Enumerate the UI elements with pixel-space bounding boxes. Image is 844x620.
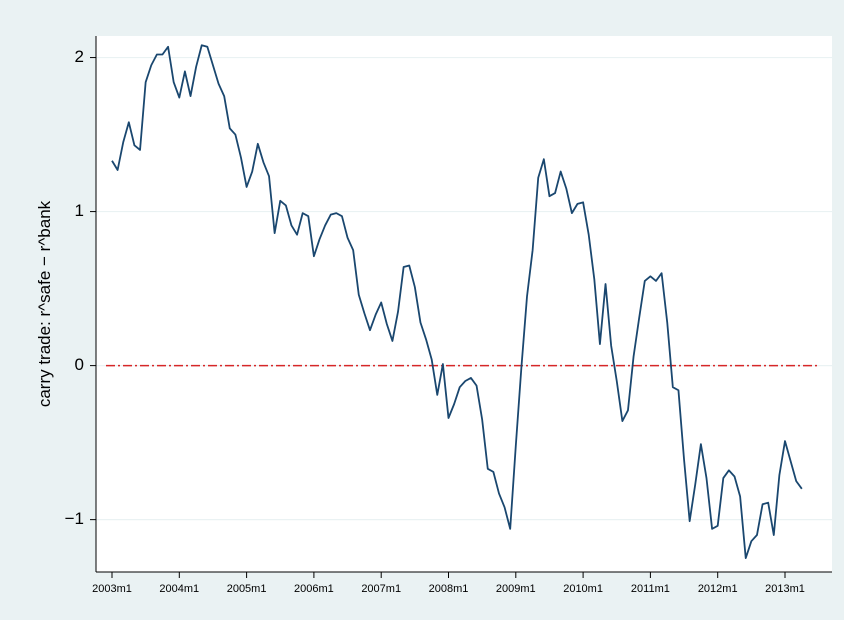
- x-tick-label: 2008m1: [429, 583, 469, 595]
- x-tick-label: 2004m1: [159, 583, 199, 595]
- data-line: [111, 44, 803, 560]
- x-tick-label: 2007m1: [361, 583, 401, 595]
- y-tick-label: 0: [75, 355, 84, 374]
- x-tick-label: 2006m1: [294, 583, 334, 595]
- y-tick-label: 2: [75, 47, 84, 66]
- y-axis-label: carry trade: r^safe − r^bank: [35, 200, 54, 407]
- x-tick-label: 2013m1: [765, 583, 805, 595]
- x-tick-label: 2010m1: [563, 583, 603, 595]
- y-tick-label: −1: [65, 509, 84, 528]
- x-tick-label: 2003m1: [92, 583, 132, 595]
- x-tick-label: 2011m1: [631, 583, 670, 595]
- plot-area: [96, 36, 832, 572]
- y-tick-label: 1: [75, 201, 84, 220]
- x-tick-label: 2009m1: [496, 583, 536, 595]
- x-tick-label: 2005m1: [227, 583, 267, 595]
- x-tick-label: 2012m1: [698, 583, 738, 595]
